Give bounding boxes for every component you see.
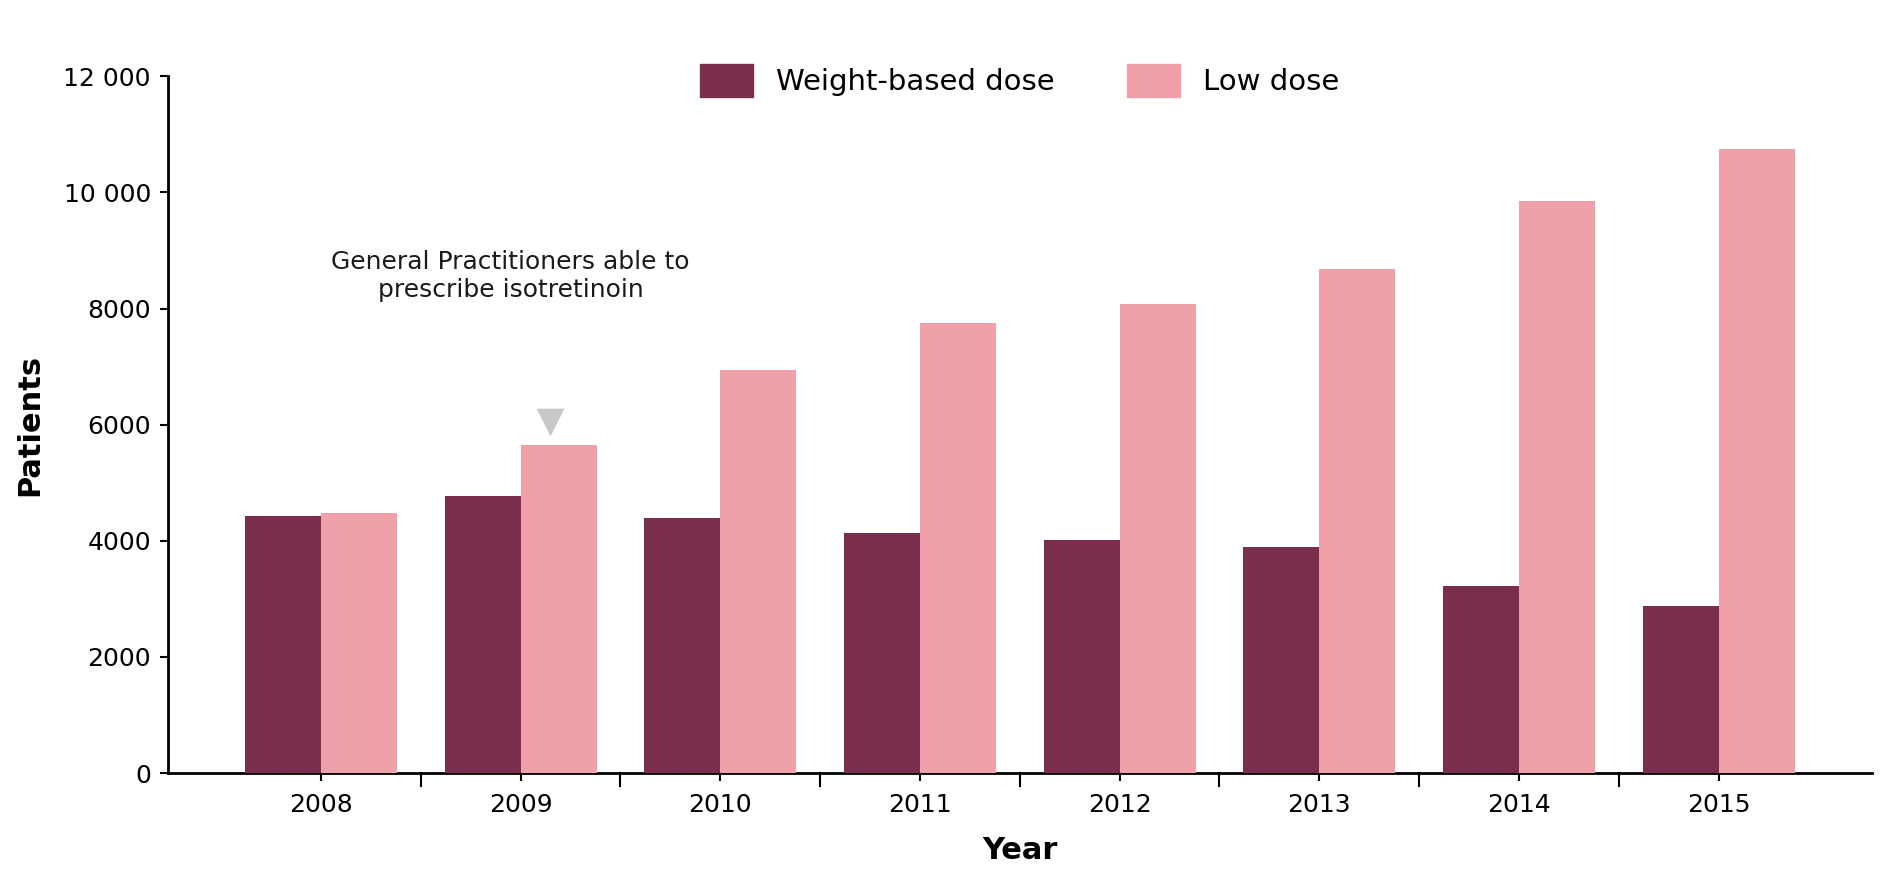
- Bar: [921, 323, 996, 774]
- Bar: [645, 517, 721, 774]
- Bar: [1319, 269, 1394, 774]
- Bar: [1644, 605, 1719, 774]
- X-axis label: Year: Year: [981, 836, 1057, 865]
- Bar: [445, 495, 521, 774]
- Bar: [1444, 585, 1519, 774]
- Legend: Weight-based dose, Low dose: Weight-based dose, Low dose: [685, 49, 1355, 112]
- Text: General Practitioners able to
prescribe isotretinoin: General Practitioners able to prescribe …: [332, 251, 691, 303]
- Bar: [843, 532, 921, 774]
- Bar: [1719, 149, 1795, 774]
- Bar: [1519, 202, 1595, 774]
- Bar: [521, 445, 596, 774]
- Y-axis label: Patients: Patients: [15, 354, 43, 495]
- Bar: [1119, 304, 1196, 774]
- Bar: [1244, 546, 1319, 774]
- Bar: [721, 370, 796, 774]
- Bar: [321, 513, 396, 774]
- Bar: [245, 517, 321, 774]
- Bar: [1044, 539, 1119, 774]
